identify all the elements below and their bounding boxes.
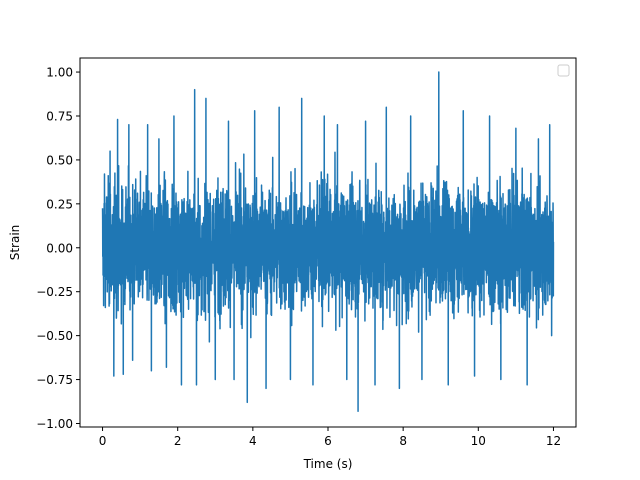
y-tick-label: −1.00 [36,417,73,431]
x-tick-label: 4 [249,434,257,448]
y-tick-label: −0.75 [36,373,73,387]
series-line [101,71,555,412]
y-tick-label: −0.25 [36,285,73,299]
x-axis: 0 2 4 6 8 10 12 [99,427,561,448]
series-strain [101,71,555,412]
y-tick-label: 0.50 [46,153,73,167]
y-tick-label: −0.50 [36,329,73,343]
y-tick-label: 1.00 [46,66,73,80]
legend-box[interactable] [557,64,570,77]
plot-area [101,71,555,412]
x-tick-label: 0 [99,434,107,448]
x-tick-label: 6 [324,434,332,448]
x-axis-label: Time (s) [303,457,353,471]
y-tick-label: 0.25 [46,197,73,211]
x-tick-label: 12 [546,434,561,448]
x-tick-label: 2 [174,434,182,448]
y-axis-label: Strain [8,225,22,261]
y-axis: −1.00 −0.75 −0.50 −0.25 0.00 0.25 0.50 0.75 1.00 [36,66,80,431]
y-tick-label: 0.75 [46,109,73,123]
x-tick-label: 10 [471,434,486,448]
x-tick-label: 8 [399,434,407,448]
y-tick-label: 0.00 [46,241,73,255]
